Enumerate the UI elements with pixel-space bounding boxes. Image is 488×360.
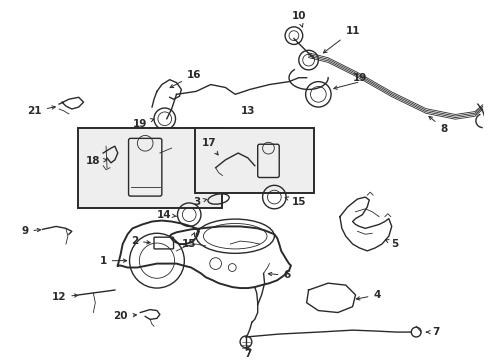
Text: 5: 5 <box>385 239 398 249</box>
FancyBboxPatch shape <box>195 127 314 193</box>
Text: 15: 15 <box>285 197 305 207</box>
Text: 7: 7 <box>244 348 251 359</box>
Text: 1: 1 <box>99 256 126 266</box>
Text: 16: 16 <box>170 70 201 87</box>
Text: 4: 4 <box>356 290 380 300</box>
Text: 11: 11 <box>323 26 359 53</box>
Text: 21: 21 <box>27 106 55 116</box>
Text: 17: 17 <box>201 138 218 155</box>
Text: 20: 20 <box>113 311 136 321</box>
Text: 8: 8 <box>428 116 447 134</box>
Text: 10: 10 <box>291 11 305 27</box>
Text: 15: 15 <box>182 233 196 249</box>
Text: 19: 19 <box>133 118 154 129</box>
Text: 3: 3 <box>193 197 206 207</box>
Text: 9: 9 <box>21 226 41 236</box>
Text: 2: 2 <box>130 236 150 246</box>
Text: 13: 13 <box>240 106 255 116</box>
Text: 7: 7 <box>426 327 439 337</box>
Text: 18: 18 <box>86 156 107 166</box>
Text: 12: 12 <box>52 292 78 302</box>
FancyBboxPatch shape <box>78 127 221 208</box>
Text: 14: 14 <box>156 210 176 220</box>
Text: 19: 19 <box>352 73 367 83</box>
Text: 6: 6 <box>268 270 290 280</box>
